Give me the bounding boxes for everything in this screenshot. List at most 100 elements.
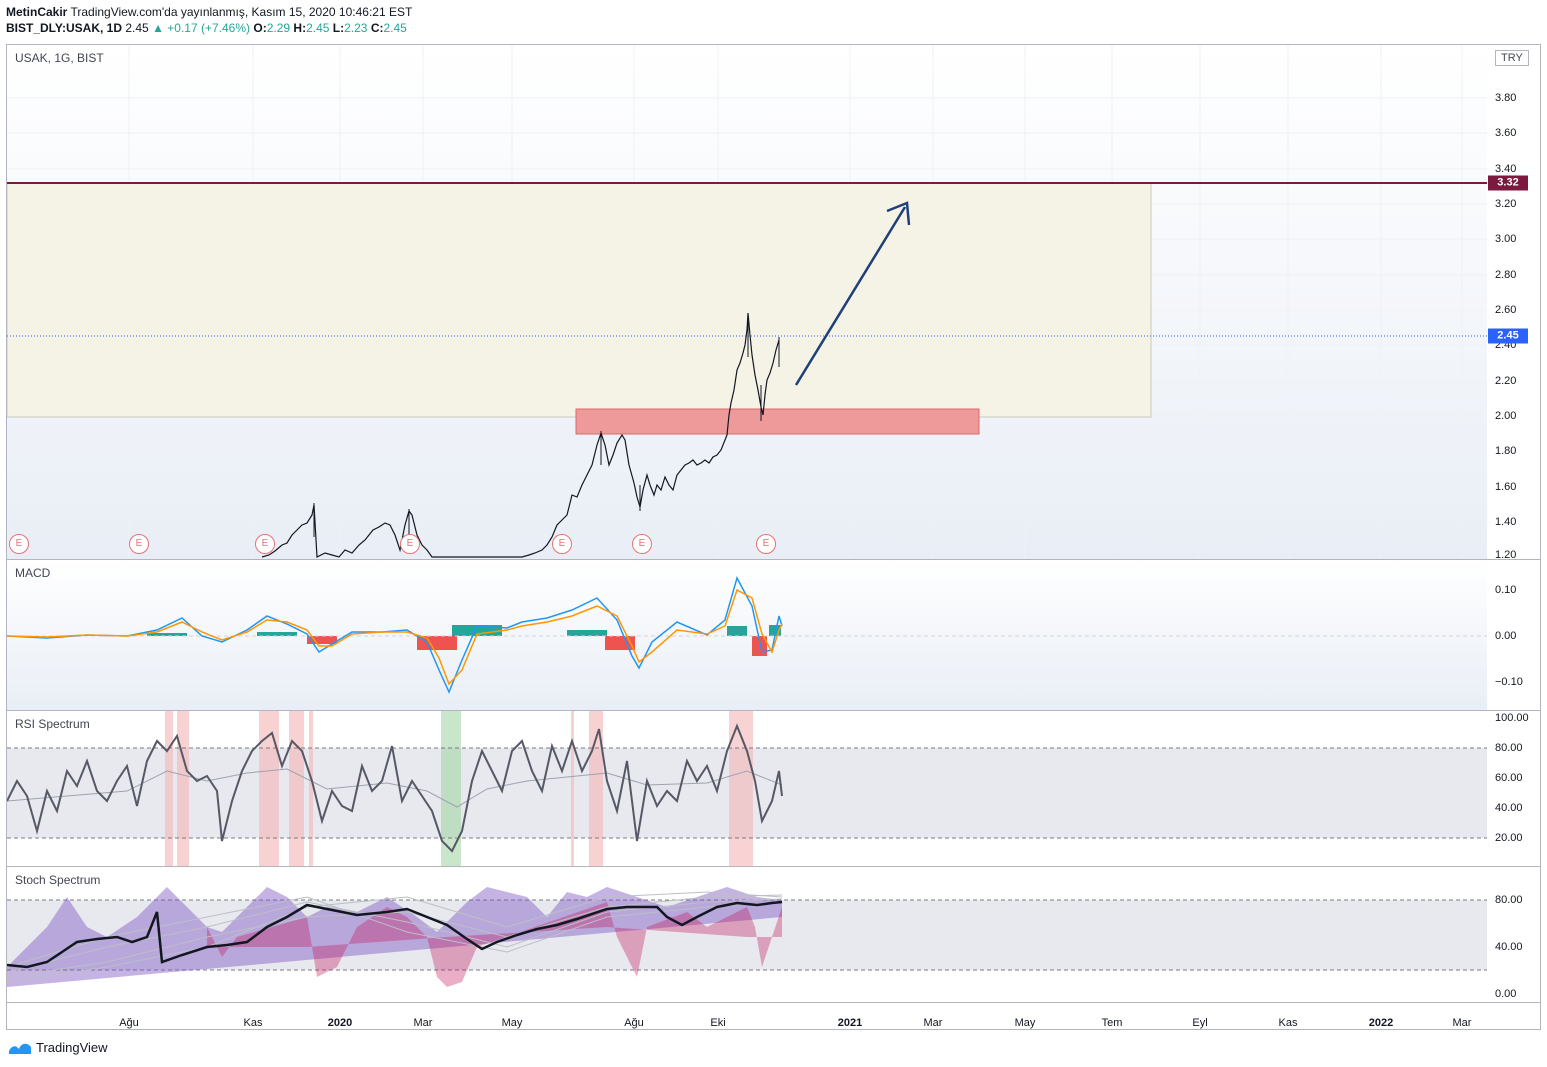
price-tick: 2.00 [1495, 410, 1517, 422]
price-pane[interactable]: USAK, 1G, BIST E E E E E E E [7, 45, 1487, 559]
rsi-line [7, 723, 783, 853]
published-info: TradingView.com'da yayınlanmış, Kasım 15… [70, 5, 413, 19]
support-zone[interactable] [575, 408, 980, 435]
low-label: L: [332, 21, 345, 35]
earnings-badge[interactable]: E [9, 534, 29, 554]
stoch-bull-fill [7, 887, 782, 987]
time-label: 2021 [837, 1017, 863, 1029]
currency-button[interactable]: TRY [1495, 50, 1529, 66]
price-tick: 3.20 [1495, 198, 1517, 210]
stoch-tick: 80.00 [1495, 894, 1523, 906]
macd-line [7, 576, 783, 694]
high-label: H: [293, 21, 307, 35]
tradingview-brand[interactable]: TradingView [8, 1040, 108, 1055]
price-tick: 3.40 [1495, 163, 1517, 175]
stoch-bear-fill [207, 902, 782, 987]
price-tick: 1.20 [1495, 549, 1517, 561]
stoch-pane[interactable]: Stoch Spectrum [7, 867, 1487, 1002]
rsi-tick: 100.00 [1495, 712, 1529, 724]
stoch-band [7, 900, 1487, 970]
arrow-head [886, 201, 911, 226]
price-tick: 1.80 [1495, 445, 1517, 457]
rsi-title: RSI Spectrum [15, 717, 90, 731]
last-value: 2.45 [125, 21, 149, 35]
time-label: Ağu [119, 1017, 139, 1029]
time-label: Mar [1452, 1017, 1472, 1029]
symbol-label: BIST_DLY:USAK, 1D [6, 21, 123, 35]
main-pane-title: USAK, 1G, BIST [15, 51, 104, 65]
resistance-price-tag: 3.32 [1488, 175, 1528, 191]
stoch-axis[interactable]: 80.00 40.00 0.00 [1487, 867, 1540, 1002]
pane-separator[interactable] [7, 866, 1540, 867]
price-tick: 2.20 [1495, 375, 1517, 387]
price-tick: 1.40 [1495, 516, 1517, 528]
stoch-tick: 40.00 [1495, 941, 1523, 953]
time-label: May [1014, 1017, 1036, 1029]
time-label: 2020 [327, 1017, 353, 1029]
price-tick: 3.60 [1495, 127, 1517, 139]
change-value: ▲ +0.17 (+7.46%) [152, 21, 251, 35]
pane-separator[interactable] [7, 559, 1540, 560]
author-name[interactable]: MetinCakir [6, 5, 68, 19]
stoch-svg [7, 887, 1487, 987]
time-label: 2022 [1368, 1017, 1394, 1029]
low-value: 2.23 [344, 21, 368, 35]
time-label: Eki [710, 1017, 726, 1029]
earnings-badge[interactable]: E [129, 534, 149, 554]
earnings-badge[interactable]: E [756, 534, 776, 554]
time-label: Ağu [624, 1017, 644, 1029]
price-axis[interactable]: 3.80 3.60 3.40 3.20 3.00 2.80 2.60 2.40 … [1487, 45, 1540, 561]
rsi-tick: 40.00 [1495, 802, 1523, 814]
rsi-svg [7, 711, 1487, 866]
rsi-tick: 20.00 [1495, 832, 1523, 844]
price-tick: 3.80 [1495, 92, 1517, 104]
earnings-badge[interactable]: E [552, 534, 572, 554]
time-axis-separator [7, 1002, 1540, 1003]
time-label: Kas [243, 1017, 263, 1029]
time-label: Mar [923, 1017, 943, 1029]
macd-svg [7, 576, 1487, 694]
close-value: 2.45 [383, 21, 407, 35]
projection-arrow[interactable] [794, 206, 907, 386]
earnings-badge[interactable]: E [400, 534, 420, 554]
rsi-pane[interactable]: RSI Spectrum [7, 711, 1487, 866]
earnings-badge[interactable]: E [632, 534, 652, 554]
time-label: Tem [1101, 1017, 1123, 1029]
open-label: O: [253, 21, 267, 35]
rsi-oversold-zone [441, 711, 461, 866]
last-price-tag: 2.45 [1488, 328, 1528, 344]
target-zone[interactable] [7, 182, 1152, 418]
price-tick: 2.60 [1495, 304, 1517, 316]
macd-tick: 0.10 [1495, 584, 1517, 596]
rsi-axis[interactable]: 100.00 80.00 60.00 40.00 20.00 [1487, 711, 1540, 866]
brand-name: TradingView [36, 1040, 108, 1055]
price-tick: 2.80 [1495, 269, 1517, 281]
time-label: Mar [413, 1017, 433, 1029]
signal-line [7, 588, 783, 686]
price-chart-svg [7, 45, 1487, 559]
close-label: C: [370, 21, 384, 35]
high-value: 2.45 [306, 21, 330, 35]
stoch-title: Stoch Spectrum [15, 873, 101, 887]
earnings-badge[interactable]: E [255, 534, 275, 554]
macd-tick: 0.00 [1495, 630, 1517, 642]
price-tick: 3.00 [1495, 233, 1517, 245]
macd-tick: −0.10 [1495, 676, 1523, 688]
chart-frame: USAK, 1G, BIST E E E E E E E 3.80 3.60 3… [6, 44, 1541, 1030]
open-value: 2.29 [266, 21, 291, 35]
time-label: Eyl [1192, 1017, 1208, 1029]
tradingview-logo-icon [9, 1043, 31, 1054]
stoch-tick: 0.00 [1495, 988, 1517, 1000]
pane-separator[interactable] [7, 710, 1540, 711]
macd-axis[interactable]: 0.10 0.00 −0.10 [1487, 560, 1540, 710]
stoch-main-line [7, 900, 783, 969]
time-label: May [501, 1017, 523, 1029]
time-label: Kas [1278, 1017, 1298, 1029]
rsi-tick: 80.00 [1495, 742, 1523, 754]
price-candles [261, 312, 780, 558]
chart-header: MetinCakir TradingView.com'da yayınlanmı… [6, 4, 412, 36]
price-tick: 1.60 [1495, 481, 1517, 493]
macd-title: MACD [15, 566, 51, 580]
macd-histogram [147, 625, 781, 656]
macd-pane[interactable]: MACD [7, 560, 1487, 710]
